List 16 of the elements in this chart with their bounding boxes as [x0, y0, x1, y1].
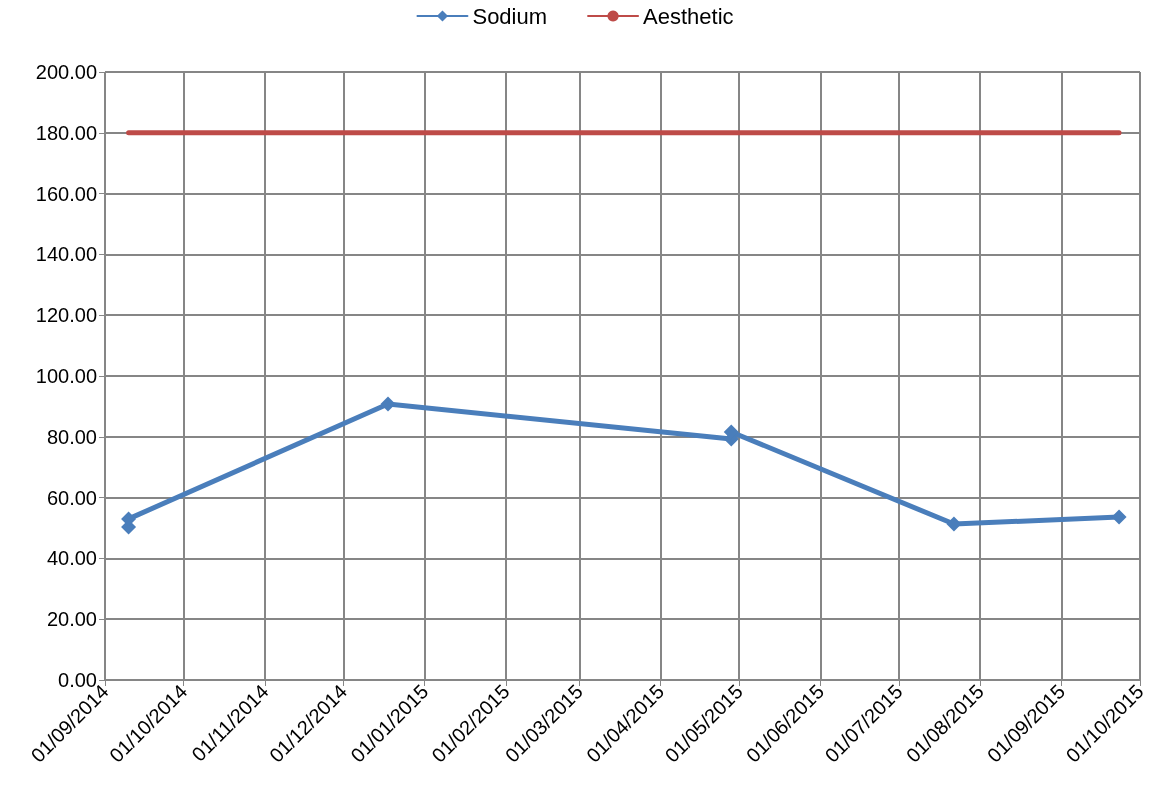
y-tick-label: 60.00	[46, 486, 97, 509]
y-tick-label: 200.00	[35, 61, 97, 83]
y-tick-label: 120.00	[35, 304, 97, 327]
point	[946, 516, 962, 532]
point	[1111, 509, 1127, 525]
y-tick-label: 180.00	[35, 121, 97, 144]
y-tick-label: 20.00	[46, 608, 97, 631]
y-tick-label: 100.00	[35, 365, 97, 387]
legend-label: Aesthetic	[643, 3, 734, 29]
y-tick-label: 140.00	[35, 243, 97, 266]
y-tick-label: 40.00	[46, 547, 97, 570]
y-tick-label: 160.00	[35, 182, 97, 205]
point	[380, 396, 396, 412]
legend-label: Sodium	[472, 3, 548, 29]
y-tick-label: 80.00	[46, 425, 97, 448]
y-tick-label: 0.00	[58, 669, 97, 691]
